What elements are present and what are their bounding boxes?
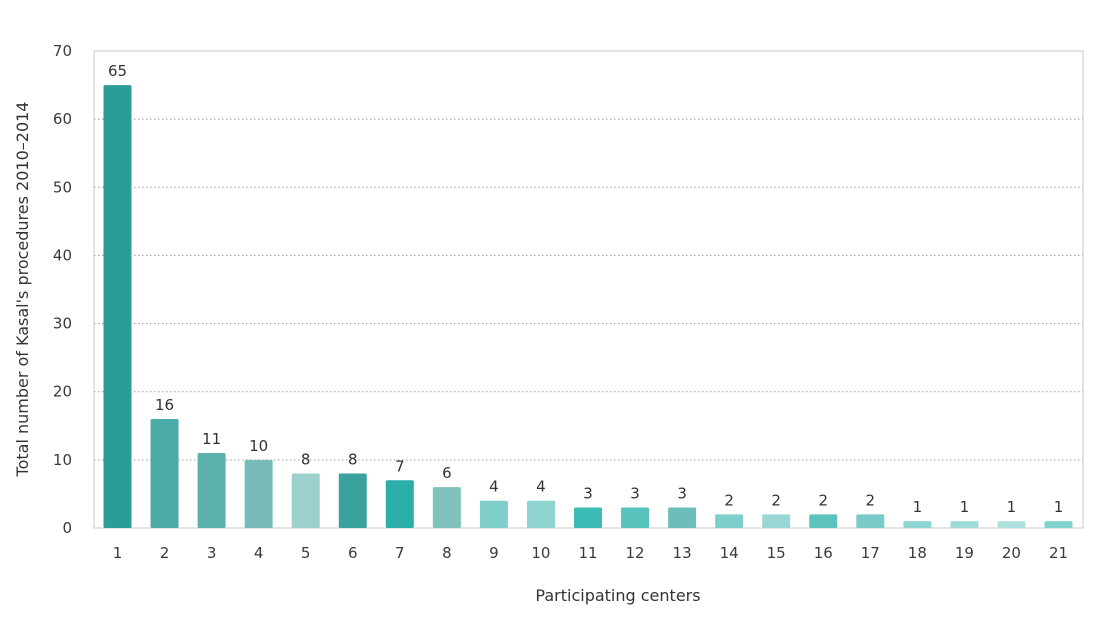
data-label: 10 <box>249 437 268 455</box>
y-tick-label: 10 <box>53 451 72 469</box>
data-label: 4 <box>489 478 499 496</box>
data-label: 8 <box>301 450 311 468</box>
x-tick-label: 7 <box>395 544 405 562</box>
x-tick-label: 12 <box>626 544 645 562</box>
data-label: 8 <box>348 450 358 468</box>
data-label: 1 <box>1054 498 1064 516</box>
bar <box>479 500 508 528</box>
plot-frame <box>93 50 1084 529</box>
x-tick-label: 1 <box>113 544 123 562</box>
bar <box>244 459 273 528</box>
data-label: 6 <box>442 464 452 482</box>
data-label: 2 <box>866 491 876 509</box>
data-label: 1 <box>913 498 923 516</box>
y-axis-title: Total number of Kasal's procedures 2010–… <box>13 102 32 478</box>
bar <box>809 514 838 528</box>
y-tick-label: 70 <box>53 42 72 60</box>
y-axis-ticks: 0 10 20 30 40 50 60 70 <box>53 42 72 537</box>
bar <box>338 473 367 528</box>
x-tick-label: 16 <box>814 544 833 562</box>
x-tick-label: 4 <box>254 544 264 562</box>
x-tick-label: 8 <box>442 544 452 562</box>
gridlines <box>94 118 1083 461</box>
bar <box>526 500 555 528</box>
data-label: 7 <box>395 457 405 475</box>
data-label: 1 <box>960 498 970 516</box>
y-tick-label: 60 <box>53 110 72 128</box>
bar <box>950 521 979 528</box>
x-tick-label: 3 <box>207 544 217 562</box>
bar <box>997 521 1026 528</box>
data-label: 65 <box>108 62 127 80</box>
bar <box>668 507 697 528</box>
bar <box>1044 521 1073 528</box>
data-label: 3 <box>677 485 687 503</box>
x-tick-label: 11 <box>578 544 597 562</box>
data-label: 2 <box>771 491 781 509</box>
bar <box>150 418 179 528</box>
y-tick-label: 50 <box>53 178 72 196</box>
bar <box>103 85 132 529</box>
y-tick-label: 20 <box>53 383 72 401</box>
x-tick-label: 5 <box>301 544 311 562</box>
bar <box>291 473 320 528</box>
data-label: 2 <box>818 491 828 509</box>
data-label: 16 <box>155 396 174 414</box>
y-tick-label: 30 <box>53 315 72 333</box>
x-axis-ticks: 1 2 3 4 5 6 7 8 9 10 11 12 13 14 15 16 17 18 19 20 21 <box>113 544 1068 562</box>
bar <box>715 514 744 528</box>
x-tick-label: 10 <box>531 544 550 562</box>
x-tick-label: 9 <box>489 544 499 562</box>
x-tick-label: 20 <box>1002 544 1021 562</box>
data-label: 1 <box>1007 498 1017 516</box>
bar <box>762 514 791 528</box>
x-tick-label: 13 <box>673 544 692 562</box>
x-tick-label: 21 <box>1049 544 1068 562</box>
data-label: 3 <box>583 485 593 503</box>
data-label: 3 <box>630 485 640 503</box>
y-tick-label: 40 <box>53 246 72 264</box>
data-label: 2 <box>724 491 734 509</box>
bar <box>856 514 885 528</box>
x-tick-label: 6 <box>348 544 358 562</box>
bar <box>197 453 226 528</box>
x-axis-title: Participating centers <box>535 586 700 605</box>
x-tick-label: 19 <box>955 544 974 562</box>
x-tick-label: 15 <box>767 544 786 562</box>
bars <box>103 85 1073 529</box>
x-tick-label: 17 <box>861 544 880 562</box>
bar <box>621 507 650 528</box>
x-tick-label: 2 <box>160 544 170 562</box>
bar <box>574 507 602 528</box>
bar <box>903 521 932 528</box>
x-tick-label: 14 <box>720 544 739 562</box>
bar <box>432 487 461 528</box>
bar <box>385 480 414 528</box>
data-label: 4 <box>536 478 546 496</box>
data-label: 11 <box>202 430 221 448</box>
y-tick-label: 0 <box>62 519 72 537</box>
x-tick-label: 18 <box>908 544 927 562</box>
